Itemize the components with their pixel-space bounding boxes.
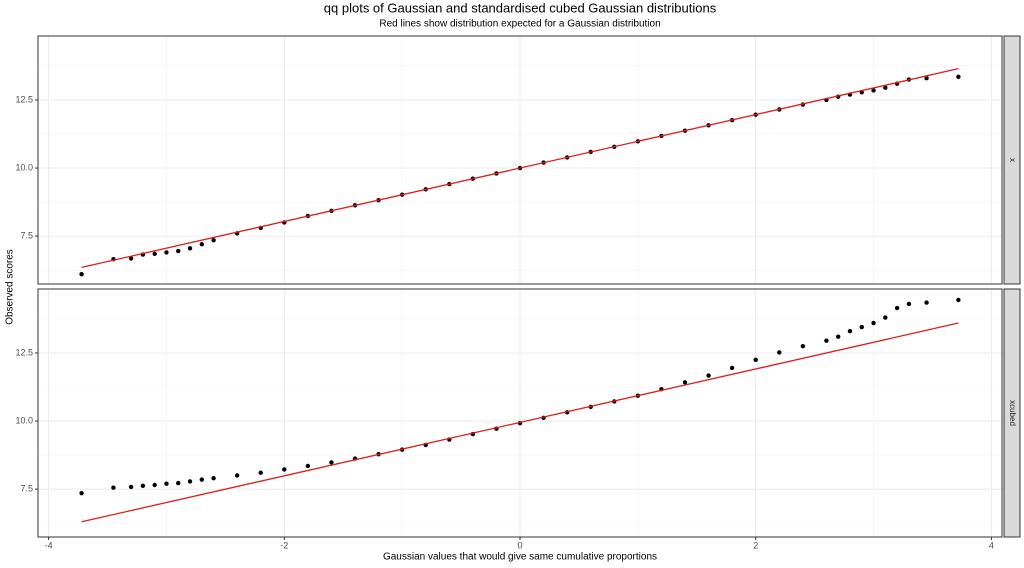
- strip: [1003, 288, 1021, 538]
- point: [79, 271, 84, 277]
- y-tick-label: 12.5: [15, 347, 33, 357]
- point: [859, 324, 864, 330]
- point: [847, 328, 853, 334]
- panel-border: [37, 288, 1003, 538]
- strip: [1003, 35, 1021, 285]
- x-axis-title: Gaussian values that would give same cum…: [383, 552, 657, 563]
- strip-label: xcubed: [1008, 400, 1017, 426]
- point: [956, 297, 961, 303]
- point: [824, 338, 829, 343]
- point: [871, 320, 876, 326]
- point: [111, 485, 116, 490]
- y-tick-label: 10.0: [15, 162, 33, 172]
- point: [706, 373, 711, 378]
- point: [211, 475, 216, 481]
- point: [906, 301, 912, 307]
- x-tick-label: -2: [280, 540, 288, 550]
- point: [777, 350, 782, 355]
- point: [329, 460, 334, 465]
- x-tick-label: 0: [517, 540, 522, 550]
- y-tick-label: 7.5: [20, 483, 33, 493]
- point: [753, 357, 758, 362]
- point: [800, 343, 806, 349]
- point: [164, 250, 169, 255]
- chart-subtitle: Red lines show distribution expected for…: [379, 19, 660, 30]
- y-tick-label: 7.5: [20, 230, 33, 240]
- point: [234, 473, 240, 478]
- point: [305, 463, 311, 469]
- point: [682, 380, 688, 385]
- point: [258, 470, 263, 475]
- x-tick-label: -4: [45, 540, 53, 550]
- strip-label: x: [1008, 158, 1017, 162]
- point: [152, 251, 157, 256]
- point: [187, 246, 193, 251]
- y-tick-label: 10.0: [15, 415, 33, 425]
- x-tick-label: 4: [989, 540, 994, 550]
- point: [729, 365, 735, 371]
- point: [924, 75, 929, 81]
- point: [211, 237, 216, 243]
- point: [871, 88, 876, 93]
- point: [883, 315, 888, 320]
- reference-line: [81, 68, 959, 269]
- point: [883, 85, 888, 90]
- point: [956, 74, 961, 80]
- y-tick-label: 12.5: [15, 94, 33, 104]
- point: [924, 300, 929, 305]
- point: [199, 242, 205, 247]
- point: [835, 334, 841, 339]
- point: [152, 482, 157, 488]
- point: [128, 484, 134, 490]
- point: [282, 467, 287, 472]
- x-tick-label: 2: [753, 540, 758, 550]
- y-axis-title: Observed scores: [5, 249, 16, 325]
- point: [894, 305, 900, 311]
- point: [140, 483, 146, 489]
- point: [176, 248, 181, 254]
- point: [128, 256, 134, 261]
- panel-border: [37, 35, 1003, 285]
- reference-line: [81, 322, 959, 523]
- point: [187, 479, 193, 484]
- point: [176, 480, 181, 486]
- chart-title: qq plots of Gaussian and standardised cu…: [324, 0, 717, 15]
- point: [164, 481, 169, 486]
- point: [79, 490, 84, 496]
- point: [199, 477, 205, 482]
